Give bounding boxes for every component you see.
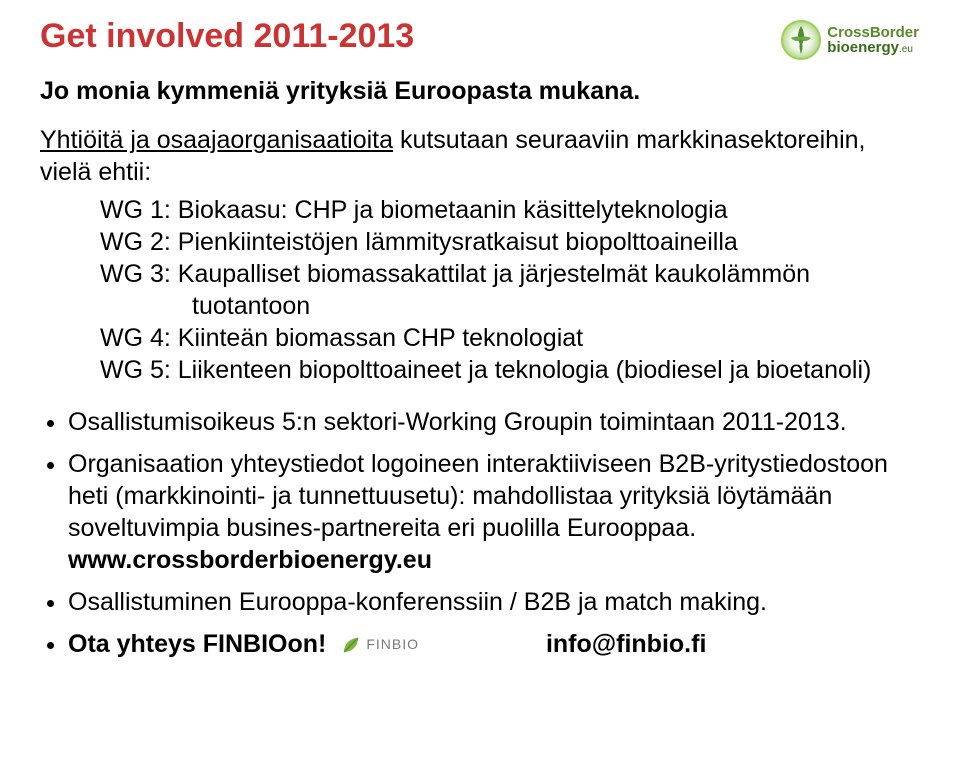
wg-item: WG 1: Biokaasu: CHP ja biometaanin käsit… <box>100 194 919 226</box>
crossborder-logo: CrossBorder bioenergy.eu <box>781 18 919 60</box>
leaf-globe-icon <box>781 20 821 60</box>
logo-suffix: .eu <box>899 44 913 55</box>
crossborder-link[interactable]: www.crossborderbioenergy.eu <box>68 544 432 576</box>
lead-prefix: Yhtiöitä ja osaajaorganisaatioita <box>40 126 393 154</box>
bullet-text: Organisaation yhteystiedot logoineen int… <box>68 450 888 542</box>
logo-line2-main: bioenergy <box>827 39 899 56</box>
finbio-logo: FINBIO <box>341 635 419 655</box>
finbio-text: FINBIO <box>366 636 419 654</box>
bullet-text: Osallistumisoikeus 5:n sektori-Working G… <box>68 408 847 436</box>
list-item: Osallistumisoikeus 5:n sektori-Working G… <box>68 406 919 438</box>
contact-email[interactable]: info@finbio.fi <box>546 630 706 658</box>
logo-text: CrossBorder bioenergy.eu <box>827 25 919 55</box>
bullet-text: Osallistuminen Eurooppa-konferenssiin / … <box>68 588 767 616</box>
bullet-list: Osallistumisoikeus 5:n sektori-Working G… <box>40 406 919 660</box>
logo-line1: CrossBorder <box>827 25 919 40</box>
wg-item: WG 3: Kaupalliset biomassakattilat ja jä… <box>100 258 919 290</box>
subtitle: Jo monia kymmeniä yrityksiä Euroopasta m… <box>40 76 919 107</box>
leaf-icon <box>341 635 361 655</box>
contact-cta: Ota yhteys FINBIOon! <box>68 630 326 658</box>
list-item: Osallistuminen Eurooppa-konferenssiin / … <box>68 586 919 618</box>
page-title: Get involved 2011-2013 <box>40 18 414 55</box>
list-item: Organisaation yhteystiedot logoineen int… <box>68 448 919 576</box>
header: Get involved 2011-2013 CrossBorder bioen… <box>40 18 919 60</box>
wg-item-sub: tuotantoon <box>100 290 919 322</box>
list-item: Ota yhteys FINBIOon! FINBIO info@finbio.… <box>68 628 919 660</box>
slide: Get involved 2011-2013 CrossBorder bioen… <box>0 0 959 768</box>
lead-text: Yhtiöitä ja osaajaorganisaatioita kutsut… <box>40 125 919 188</box>
wg-item: WG 5: Liikenteen biopolttoaineet ja tekn… <box>100 354 919 386</box>
logo-line2: bioenergy.eu <box>827 40 919 55</box>
wg-item: WG 4: Kiinteän biomassan CHP teknologiat <box>100 322 919 354</box>
wg-list: WG 1: Biokaasu: CHP ja biometaanin käsit… <box>100 194 919 386</box>
wg-item: WG 2: Pienkiinteistöjen lämmitysratkaisu… <box>100 226 919 258</box>
